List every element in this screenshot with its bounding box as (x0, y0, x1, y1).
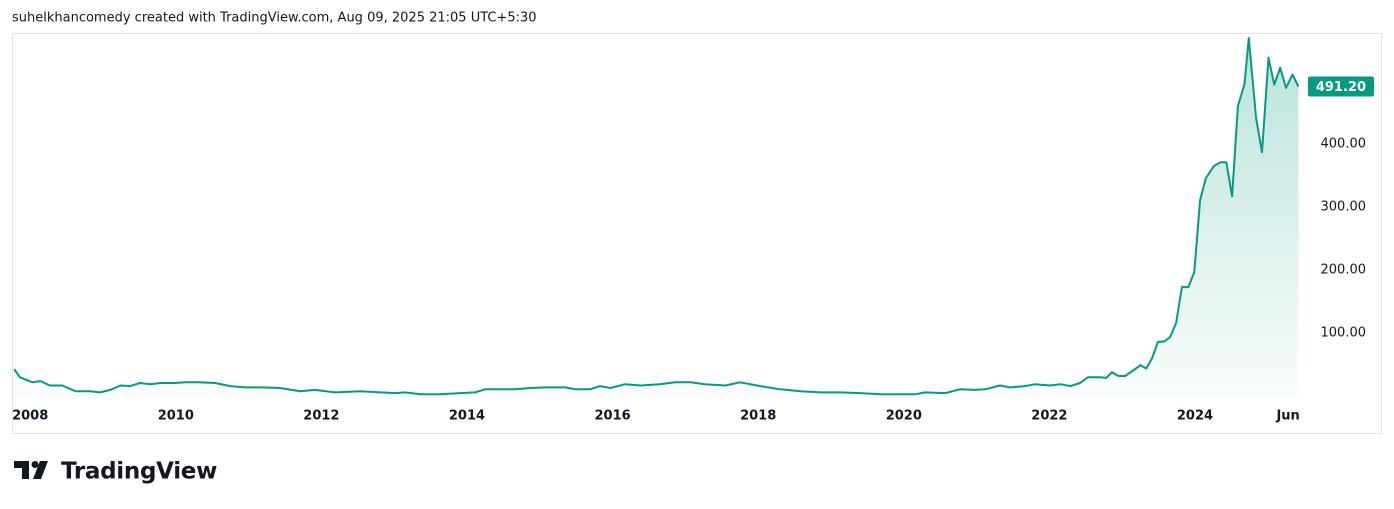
brand: TradingView (61, 459, 217, 485)
x-tick-label: 2008 (12, 409, 48, 424)
area (14, 38, 1299, 397)
price-line (13, 37, 1300, 396)
y-tick-label: 100.00 (1321, 326, 1367, 341)
frame (12, 33, 1382, 434)
y-tick-label: 200.00 (1321, 263, 1367, 278)
x-tick-label: 2018 (740, 409, 776, 424)
y-tick-label: 400.00 (1321, 136, 1367, 151)
logo-icon (14, 461, 48, 479)
last-price-label: 491.20 (1316, 80, 1366, 95)
x-tick-label: 2010 (158, 409, 194, 424)
x-tick-label: 2024 (1177, 409, 1213, 424)
last-price-badge (1308, 76, 1374, 97)
x-tick-label: 2016 (594, 409, 630, 424)
x-tick-label: 2020 (886, 409, 922, 424)
x-tick-label: Jun (1275, 409, 1299, 424)
header: suhelkhancomedy created with TradingView… (12, 11, 537, 26)
x-tick-label: 2014 (449, 409, 485, 424)
x-tick-label: 2022 (1031, 409, 1067, 424)
y-tick-label: 300.00 (1321, 200, 1367, 215)
x-tick-label: 2012 (303, 409, 339, 424)
